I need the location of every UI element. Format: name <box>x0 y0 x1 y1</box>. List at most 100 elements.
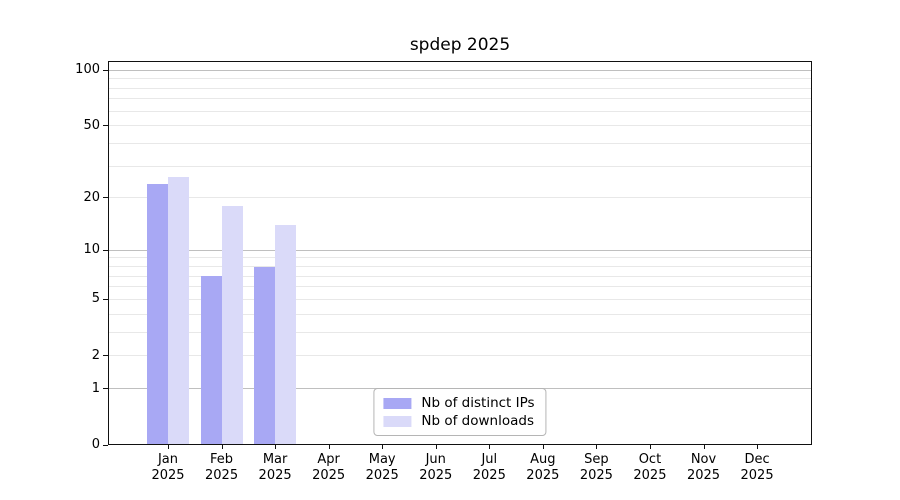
x-tick-mark <box>275 445 277 449</box>
x-tick-label: Aug 2025 <box>511 452 575 484</box>
legend: Nb of distinct IPs Nb of downloads <box>373 388 547 436</box>
x-tick-mark <box>489 445 491 449</box>
x-tick-label: Jan 2025 <box>136 452 200 484</box>
bar-downloads <box>168 177 189 445</box>
y-tick-label: 50 <box>83 117 100 133</box>
chart-title: spdep 2025 <box>409 35 511 55</box>
y-tick-label: 100 <box>75 62 100 78</box>
y-tick-label: 10 <box>83 242 100 258</box>
x-tick-label-line: Mar <box>262 452 288 467</box>
x-tick-mark <box>221 445 223 449</box>
legend-swatch-downloads-icon <box>383 415 412 427</box>
x-tick-label-line: Jun <box>425 452 446 467</box>
x-tick-label-line: Dec <box>744 452 770 467</box>
x-tick-label: Sep 2025 <box>564 452 628 484</box>
gridline-minor <box>108 298 812 300</box>
y-tick-label: 1 <box>91 380 100 396</box>
bar-downloads <box>275 225 297 445</box>
legend-entry-distinct-ips: Nb of distinct IPs <box>383 394 535 412</box>
x-tick-mark <box>168 445 169 449</box>
x-tick-mark <box>328 445 330 449</box>
gridline-minor <box>108 286 812 288</box>
x-tick-label: Oct 2025 <box>618 452 682 484</box>
x-tick-label-line: 2025 <box>686 468 721 483</box>
gridline-minor <box>108 165 812 167</box>
gridline-minor <box>108 355 812 357</box>
gridline-minor <box>108 125 812 127</box>
y-tick-mark <box>103 69 108 71</box>
y-tick-label: 2 <box>91 347 100 363</box>
x-tick-label-line: 2025 <box>205 468 239 483</box>
x-tick-label-line: 2025 <box>365 468 399 483</box>
x-tick-label: Jun 2025 <box>404 452 468 484</box>
gridline-minor <box>108 197 812 199</box>
x-tick-mark <box>757 445 759 449</box>
x-tick-mark <box>649 445 651 449</box>
y-tick-mark <box>103 355 108 357</box>
gridline-minor <box>108 87 812 89</box>
x-tick-label-line: 2025 <box>258 468 292 483</box>
gridline-minor <box>108 98 812 100</box>
gridline-minor <box>108 313 812 315</box>
x-tick-label-line: Sep <box>584 452 609 467</box>
x-tick-label-line: 2025 <box>151 468 185 483</box>
x-tick-label: Jul 2025 <box>457 452 521 484</box>
legend-label-downloads: Nb of downloads <box>421 413 534 429</box>
x-tick-mark <box>542 445 544 449</box>
y-tick-mark <box>103 444 108 446</box>
x-tick-label-line: 2025 <box>526 468 560 483</box>
gridline-minor <box>108 331 812 333</box>
y-tick-label: 0 <box>91 437 100 452</box>
y-tick-mark <box>103 125 108 127</box>
gridline-minor <box>108 257 812 259</box>
x-tick-mark <box>382 445 384 449</box>
x-tick-label-line: May <box>368 452 396 467</box>
x-tick-label: Nov 2025 <box>672 452 736 484</box>
y-tick-mark <box>103 388 108 390</box>
x-tick-label-line: Feb <box>210 452 234 467</box>
x-tick-label-line: Apr <box>317 452 340 467</box>
x-tick-label: Dec 2025 <box>725 452 789 484</box>
bar-distinct-ips <box>147 183 168 445</box>
x-tick-label-line: 2025 <box>472 468 506 483</box>
gridline-minor <box>108 275 812 277</box>
x-tick-label-line: 2025 <box>419 468 453 483</box>
x-tick-mark <box>596 445 598 449</box>
x-tick-label: Mar 2025 <box>243 452 307 484</box>
plot-area: 0 1 2 5 10 20 50 100 Jan 2025 Feb 2025 Mar 2025 Apr 202… <box>75 61 812 483</box>
x-tick-label-line: 2025 <box>579 468 613 483</box>
x-tick-mark <box>435 445 437 449</box>
x-tick-label-line: 2025 <box>740 468 774 483</box>
y-tick-label: 5 <box>91 291 100 307</box>
x-tick-label-line: 2025 <box>633 468 667 483</box>
x-tick-label-line: Nov <box>690 452 717 467</box>
bar-downloads <box>221 205 243 445</box>
y-tick-label: 20 <box>83 189 100 205</box>
gridline-minor <box>108 78 812 80</box>
y-tick-mark <box>103 298 108 300</box>
gridline-minor <box>108 142 812 144</box>
bar-distinct-ips <box>200 276 222 445</box>
gridline-minor <box>108 110 812 112</box>
x-tick-label: Apr 2025 <box>297 452 361 484</box>
bar-distinct-ips <box>254 266 276 445</box>
gridline-major <box>108 69 812 71</box>
legend-label-distinct-ips: Nb of distinct IPs <box>421 395 535 411</box>
x-tick-label-line: 2025 <box>312 468 346 483</box>
x-tick-label-line: Aug <box>530 452 556 467</box>
legend-swatch-distinct-ips-icon <box>383 397 412 409</box>
x-tick-label: May 2025 <box>350 452 414 484</box>
legend-entry-downloads: Nb of downloads <box>383 412 534 430</box>
x-tick-label-line: Oct <box>638 452 662 467</box>
y-tick-mark <box>103 197 108 199</box>
axis-layer: 0 1 2 5 10 20 50 100 Jan 2025 Feb 2025 Mar 2025 Apr 202… <box>75 61 812 483</box>
x-tick-label: Feb 2025 <box>190 452 254 484</box>
gridline-minor <box>108 266 812 268</box>
bars-layer <box>108 61 812 445</box>
x-tick-label-line: Jul <box>481 452 498 467</box>
x-tick-label-line: Jan <box>157 452 179 467</box>
gridline-major <box>108 249 812 251</box>
x-tick-mark <box>703 445 705 449</box>
y-tick-mark <box>103 249 108 251</box>
